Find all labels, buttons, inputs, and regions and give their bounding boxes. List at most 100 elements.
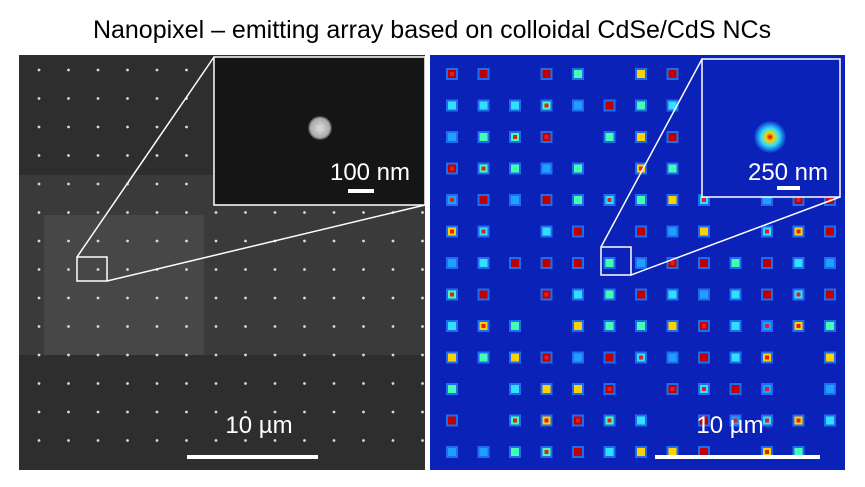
array-dot [450,198,454,202]
array-dot [391,410,395,414]
array-dot [303,325,306,328]
array-dot [332,325,336,328]
array-dot [96,353,100,357]
array-dot [796,418,801,423]
array-dot [826,227,834,236]
array-dot [303,268,306,271]
array-dot [544,103,549,108]
array-dot [731,322,740,330]
array-dot [67,239,70,243]
zoom-box [600,246,632,276]
array-dot [303,410,306,414]
array-dot [544,355,549,360]
array-dot [214,353,218,357]
array-dot [544,135,549,139]
array-dot [155,296,159,300]
array-dot [479,448,488,456]
array-dot [668,290,677,299]
array-dot [765,387,769,391]
array-dot [67,353,70,357]
array-dot [37,239,41,243]
array-dot [796,229,801,234]
array-dot [511,353,519,362]
array-dot [826,416,834,425]
array-dot [96,268,100,271]
array-dot [37,268,41,271]
array-dot [332,211,336,214]
array-dot [479,70,488,78]
array-dot [511,196,519,204]
array-dot [67,154,70,157]
array-dot [155,239,159,243]
array-dot [448,385,456,393]
array-dot [605,322,614,330]
array-dot [37,211,41,214]
array-dot [481,229,486,234]
array-dot [244,439,247,442]
array-dot [448,101,456,110]
array-dot [37,154,41,157]
array-dot [67,382,70,385]
array-dot [607,418,612,423]
array-dot [67,410,70,414]
array-dot [362,439,365,442]
array-dot [67,211,70,214]
array-dot [155,97,159,100]
array-dot [794,259,803,267]
array-dot [67,296,70,300]
array-dot [765,355,769,360]
array-dot [155,211,159,214]
array-dot [96,211,100,214]
array-dot [605,133,614,141]
array-dot [576,418,580,423]
array-dot [574,164,582,173]
array-dot [37,325,41,328]
array-dot [574,70,582,78]
array-dot [450,166,454,171]
array-dot [244,211,247,214]
array-dot [511,385,519,393]
array-dot [670,261,675,265]
array-dot [303,439,306,442]
array-dot [605,101,614,110]
array-dot [637,416,645,425]
array-dot [96,68,100,72]
array-dot [303,382,306,385]
array-dot [668,196,677,204]
array-dot [513,418,517,423]
array-dot [273,296,277,300]
array-dot [765,418,769,423]
array-dot [96,382,100,385]
array-dot [542,70,551,78]
array-dot [763,290,771,299]
array-dot [273,211,277,214]
array-dot [479,196,488,204]
array-dot [362,325,365,328]
array-dot [362,382,365,385]
array-dot [481,324,486,328]
array-dot [185,296,188,300]
array-dot [244,239,247,243]
array-dot [273,325,277,328]
array-dot [639,355,643,360]
array-dot [155,410,159,414]
array-dot [700,259,708,267]
array-dot [303,353,306,357]
array-dot [479,353,488,362]
array-dot [479,259,488,267]
zoom-line [76,56,215,258]
array-dot [391,296,395,300]
array-dot [362,211,365,214]
array-dot [214,239,218,243]
array-dot [155,382,159,385]
array-dot [126,268,129,271]
array-dot [796,198,801,202]
array-dot [185,382,188,385]
array-dot [826,353,834,362]
array-dot [391,382,395,385]
array-dot [542,227,551,236]
array-dot [544,450,549,454]
array-dot [421,211,424,214]
array-dot [700,353,708,362]
zoom-line [106,204,426,282]
